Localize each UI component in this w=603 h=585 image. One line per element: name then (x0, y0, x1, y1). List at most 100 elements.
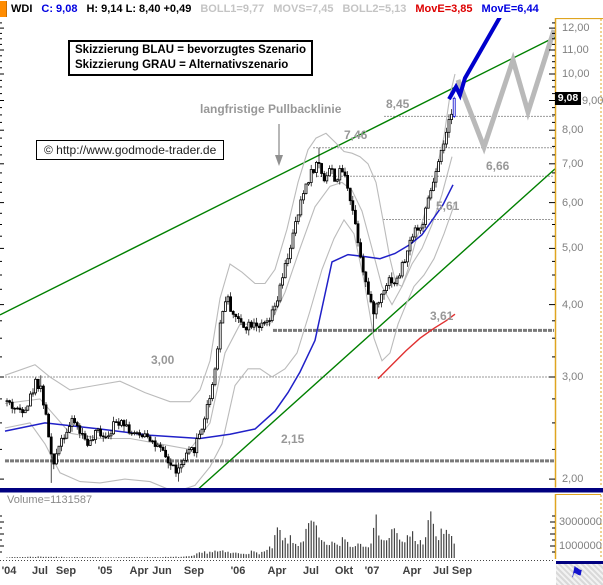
candle-body (148, 436, 152, 442)
volume-axis-label-1000000: 1000000 (559, 540, 602, 552)
candle-body (86, 438, 89, 446)
candle-body (403, 261, 407, 264)
volume-bar (191, 555, 193, 558)
candle-body (273, 305, 277, 311)
volume-bar (227, 551, 229, 558)
volume-bar (53, 557, 55, 558)
volume-bar (417, 544, 419, 558)
volume-bar (230, 553, 232, 558)
volume-bar (365, 546, 367, 558)
candle-body (169, 462, 173, 466)
candle-body (374, 303, 378, 315)
candle-body (377, 302, 381, 305)
candle-body (418, 227, 422, 231)
volume-bar (66, 557, 68, 558)
candle-body (39, 385, 43, 390)
candle-body (437, 161, 441, 172)
candle-body (255, 322, 259, 327)
pullback-line-label: langfristige Pullbacklinie (200, 102, 342, 116)
instrument-header: WDI C: 9,08 H: 9,14 L: 8,40 +0,49 BOLL1=… (0, 0, 603, 18)
volume-bar (162, 557, 164, 558)
volume-bar (105, 557, 107, 558)
red-ema-line (377, 313, 456, 380)
candle-body (10, 401, 14, 409)
volume-bar (360, 543, 362, 558)
volume-bar (344, 539, 346, 558)
pane-separator (0, 488, 603, 493)
volume-series (6, 511, 455, 558)
candle-body (392, 282, 396, 285)
candle-body (210, 384, 214, 400)
candle-body (299, 199, 303, 216)
level-label-3,61: 3,61 (430, 309, 454, 323)
candle-body (138, 432, 142, 436)
volume-bar (245, 554, 247, 558)
candle-body (101, 435, 105, 438)
candle-body (356, 223, 360, 244)
volume-bar (92, 557, 94, 558)
candle-body (343, 171, 347, 176)
candle-body (182, 459, 186, 465)
candle-body (83, 433, 87, 440)
candle-body (104, 436, 108, 438)
candle-body (408, 239, 412, 252)
volume-bar (263, 551, 265, 558)
volume-bar (167, 557, 169, 558)
volume-bar (362, 546, 364, 558)
candle-body (260, 322, 264, 329)
volume-bar (289, 535, 291, 558)
candle-body (26, 405, 30, 411)
volume-bar (165, 556, 167, 558)
volume-bar (430, 511, 432, 558)
volume-bar (185, 556, 187, 558)
candle-body (309, 169, 313, 183)
candle-body (36, 378, 40, 389)
candle-body (338, 168, 342, 181)
level-label-5,61: 5,61 (436, 199, 460, 213)
candle-body (353, 209, 357, 225)
level-label-6,66: 6,66 (486, 159, 510, 173)
candle-body (244, 326, 248, 331)
candle-body (94, 430, 97, 441)
volume-bar (308, 523, 310, 558)
close-value: C: 9,08 (41, 3, 78, 15)
volume-bar (170, 556, 172, 558)
volume-bar (224, 552, 226, 558)
volume-bar (412, 531, 414, 558)
level-label-3,00: 3,00 (151, 353, 175, 367)
volume-bar (159, 557, 161, 558)
candle-body (127, 424, 131, 434)
x-axis-label-Jul: Jul (433, 565, 449, 577)
volume-value-label: Volume=1131587 (7, 494, 93, 506)
volume-bar (152, 557, 154, 558)
volume-bar (422, 544, 424, 558)
candle-body (18, 407, 22, 411)
flag-icon[interactable]: ⚑ (568, 563, 586, 584)
candle-body (335, 179, 339, 182)
volume-bar (198, 552, 200, 558)
candle-body (55, 453, 58, 465)
bollinger-lower-band (4, 202, 456, 493)
volume-bar (287, 543, 289, 558)
volume-bar (141, 557, 143, 558)
volume-bar (409, 536, 411, 558)
volume-bar (131, 557, 133, 558)
bollinger-mid-band (4, 156, 453, 451)
volume-bar (146, 556, 148, 558)
volume-bar (68, 557, 70, 558)
candle-body (369, 293, 373, 303)
candle-body (268, 320, 272, 322)
volume-bar (219, 550, 221, 558)
candle-body (379, 293, 383, 304)
candle-body (52, 453, 56, 465)
candle-body (231, 310, 235, 315)
candle-body (416, 227, 420, 231)
volume-bar (438, 540, 440, 558)
x-axis-label-Sep: Sep (451, 565, 473, 577)
flag-widget-panel[interactable]: ⚑ (556, 564, 603, 585)
candle-body (15, 407, 19, 410)
candle-body (205, 404, 209, 420)
volume-bar (120, 557, 122, 558)
volume-bar (404, 542, 406, 558)
candle-body (195, 438, 199, 454)
